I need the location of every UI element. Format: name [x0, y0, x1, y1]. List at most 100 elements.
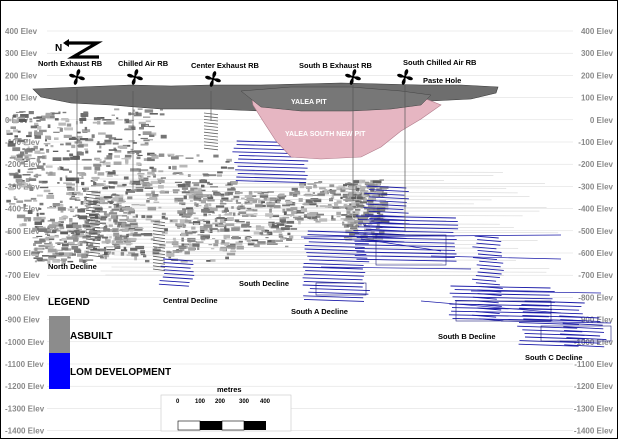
- asbuilt-block: [236, 245, 244, 250]
- asbuilt-block: [302, 203, 310, 205]
- asbuilt-block: [46, 194, 55, 199]
- asbuilt-block: [102, 183, 106, 185]
- asbuilt-block: [102, 161, 111, 166]
- asbuilt-block: [59, 239, 62, 241]
- asbuilt-block: [187, 184, 191, 188]
- asbuilt-block: [210, 248, 215, 250]
- asbuilt-block: [193, 217, 199, 219]
- asbuilt-block: [343, 223, 349, 228]
- asbuilt-block: [244, 236, 248, 241]
- asbuilt-block: [37, 126, 42, 130]
- asbuilt-block: [253, 231, 260, 235]
- asbuilt-block: [143, 139, 150, 142]
- asbuilt-block: [350, 232, 360, 234]
- scale-tick-0: 0: [176, 399, 180, 405]
- asbuilt-block: [17, 130, 21, 133]
- asbuilt-block: [97, 248, 106, 252]
- north-decline-ramp: [85, 219, 101, 222]
- asbuilt-block: [219, 248, 227, 251]
- arrowhead-icon: [63, 39, 69, 47]
- asbuilt-block: [39, 148, 44, 151]
- asbuilt-block: [42, 162, 46, 166]
- north-decline-ramp: [85, 251, 101, 254]
- asbuilt-block: [111, 114, 115, 116]
- asbuilt-block: [229, 182, 238, 185]
- asbuilt-block: [260, 204, 266, 208]
- yalea-south-new-pit-label: YALEA SOUTH NEW PIT: [285, 131, 366, 138]
- asbuilt-block: [181, 232, 186, 237]
- asbuilt-block: [149, 134, 155, 137]
- asbuilt-block: [160, 134, 167, 139]
- asbuilt-block: [362, 199, 367, 203]
- scale-unit: metres: [217, 385, 242, 394]
- asbuilt-block: [135, 214, 138, 218]
- asbuilt-block: [135, 186, 145, 189]
- north-letter: N: [55, 43, 62, 54]
- asbuilt-block: [124, 118, 129, 121]
- lom-drive: [320, 266, 472, 270]
- asbuilt-block: [225, 223, 235, 227]
- asbuilt-block: [379, 186, 389, 189]
- asbuilt-block: [32, 237, 39, 239]
- north-decline-ramp: [85, 193, 101, 197]
- north-arrow: N: [55, 39, 103, 59]
- asbuilt-block: [138, 121, 146, 125]
- legend-swatch-asbuilt: [49, 316, 70, 353]
- asbuilt-block: [33, 117, 40, 119]
- asbuilt-block: [257, 241, 266, 245]
- lom-south-a-decline: [302, 266, 363, 270]
- asbuilt-block: [34, 247, 38, 252]
- asbuilt-block: [50, 218, 55, 222]
- asbuilt-block: [214, 217, 218, 222]
- scale-seg-4: [244, 421, 266, 430]
- asbuilt-block: [128, 251, 136, 254]
- asbuilt-block: [282, 204, 290, 207]
- asbuilt-block: [298, 220, 303, 222]
- asbuilt-block: [53, 205, 56, 208]
- asbuilt-block: [261, 191, 269, 194]
- lom-south-c-decline: [566, 337, 607, 341]
- lom-south-mid: [356, 251, 457, 255]
- asbuilt-block: [220, 199, 224, 203]
- asbuilt-block: [22, 174, 31, 176]
- asbuilt-block: [247, 208, 255, 211]
- asbuilt-block: [66, 183, 75, 186]
- asbuilt-block: [75, 232, 80, 236]
- asbuilt-block: [33, 257, 43, 259]
- elev-label-left: -600 Elev: [5, 249, 40, 258]
- asbuilt-block: [113, 161, 122, 165]
- asbuilt-block: [99, 161, 105, 163]
- asbuilt-block: [82, 259, 86, 264]
- asbuilt-block: [62, 157, 70, 161]
- asbuilt-block: [168, 155, 171, 157]
- asbuilt-block: [173, 172, 183, 174]
- south-decline-label: South Decline: [239, 279, 289, 288]
- asbuilt-block: [338, 185, 345, 187]
- asbuilt-block: [195, 241, 204, 243]
- fan-blade: [405, 76, 413, 81]
- asbuilt-block: [84, 126, 88, 131]
- asbuilt-block: [18, 119, 27, 122]
- fan-blade: [349, 77, 354, 85]
- asbuilt-block: [87, 246, 91, 248]
- asbuilt-block: [24, 199, 32, 202]
- asbuilt-block: [69, 197, 77, 200]
- asbuilt-block: [97, 117, 105, 119]
- asbuilt-block: [219, 219, 226, 224]
- asbuilt-block: [67, 187, 75, 191]
- asbuilt-block: [104, 213, 110, 217]
- asbuilt-block: [90, 249, 98, 252]
- asbuilt-block: [248, 236, 252, 238]
- asbuilt-block: [76, 136, 79, 139]
- asbuilt-block: [189, 194, 198, 198]
- asbuilt-block: [213, 154, 219, 158]
- asbuilt-block: [203, 224, 213, 229]
- asbuilt-block: [24, 157, 31, 160]
- asbuilt-block: [65, 142, 72, 146]
- asbuilt-block: [350, 183, 357, 186]
- asbuilt-block: [74, 191, 81, 194]
- asbuilt-block: [59, 217, 66, 221]
- asbuilt-block: [238, 211, 247, 215]
- lom-central-decline: [162, 276, 193, 280]
- asbuilt-block: [98, 198, 104, 200]
